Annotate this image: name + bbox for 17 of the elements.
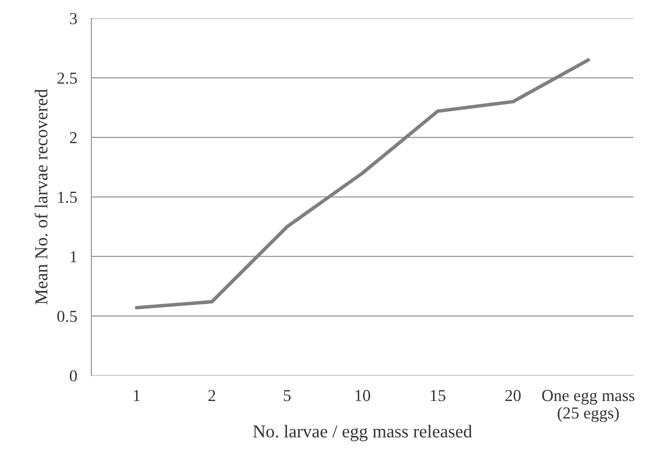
x-tick-label: 2 <box>208 390 216 402</box>
x-axis-title: No. larvae / egg mass released <box>253 424 472 442</box>
y-tick-label: 3 <box>70 13 77 24</box>
y-tick-label: 2 <box>70 132 77 144</box>
x-tick-label: One egg mass (25 eggs) <box>542 390 634 422</box>
x-tick-label: 10 <box>356 390 370 402</box>
y-tick-label: 2.5 <box>57 72 77 84</box>
x-tick-label: 20 <box>505 390 521 402</box>
x-tick-label: 1 <box>134 390 140 402</box>
y-tick-label: 0.5 <box>57 310 77 322</box>
y-tick-label: 0 <box>70 370 77 382</box>
x-tick-label: 15 <box>430 390 446 402</box>
y-tick-label: 1 <box>70 251 77 262</box>
y-tick-label: 1.5 <box>58 192 77 203</box>
x-tick-label: 5 <box>284 390 291 402</box>
line-series <box>134 58 590 310</box>
y-axis-title: Mean No. of larvae recovered <box>34 89 48 304</box>
